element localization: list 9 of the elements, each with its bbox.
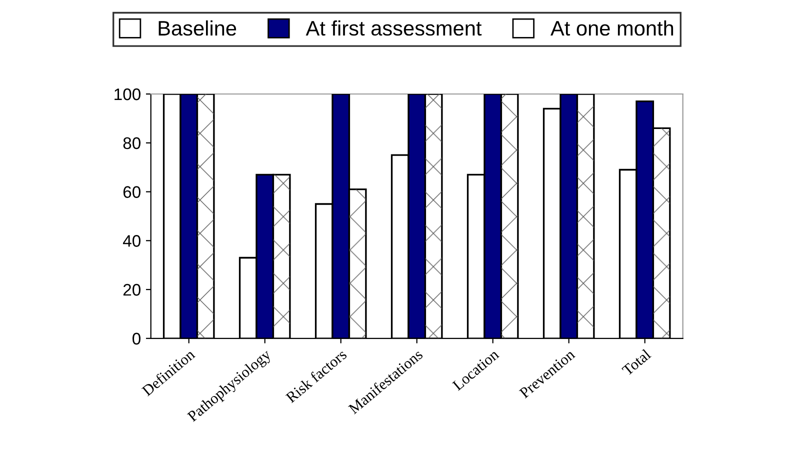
y-tick-label: 100	[114, 88, 140, 100]
y-tick-label: 40	[122, 235, 140, 247]
legend-label: At first assessment	[306, 20, 482, 36]
y-tick-label: 60	[123, 186, 140, 198]
legend-label: At one month	[550, 20, 674, 36]
y-tick-label: 80	[123, 137, 140, 150]
y-tick-label: 0	[132, 332, 140, 345]
y-tick-label: 20	[123, 284, 140, 296]
legend-label: Baseline	[158, 20, 236, 36]
